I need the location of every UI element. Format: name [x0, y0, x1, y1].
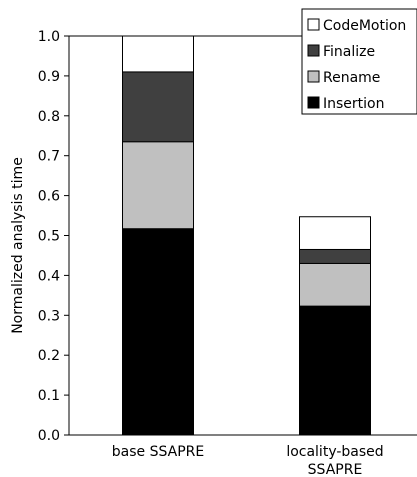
bar-segment-finalize [122, 71, 194, 143]
y-tick-label: 0.1 [38, 388, 60, 404]
y-tick-label: 0.6 [38, 189, 60, 205]
bar-segment-rename [299, 262, 371, 307]
y-axis-label: Normalized analysis time [10, 157, 26, 334]
legend-box [301, 8, 417, 115]
bar-segment-finalize [299, 248, 371, 264]
y-tick-label: 0.0 [38, 428, 60, 444]
legend-swatch-insertion [307, 96, 320, 109]
legend: CodeMotion Finalize Rename Insertion [301, 8, 417, 115]
y-tick-label: 0.9 [38, 69, 60, 85]
y-tick-label: 0.4 [38, 268, 60, 284]
x-axis-labels: base SSAPRE locality-based SSAPRE [112, 444, 384, 477]
legend-label-codemotion: CodeMotion [323, 18, 406, 34]
bar-stack [122, 35, 194, 436]
bar-segment-codemotion [122, 35, 194, 73]
legend-label-finalize: Finalize [323, 44, 375, 60]
y-tick-label: 0.7 [38, 149, 60, 165]
x-tick-label: locality-based [286, 444, 383, 460]
bar-segment-insertion [122, 228, 194, 436]
bar-segment-codemotion [299, 216, 371, 250]
bar-stack [299, 216, 371, 436]
y-axis-ticks: 0.0 0.1 0.2 0.3 0.4 0.5 0.6 0.7 0.8 0.9 1.0 [38, 29, 69, 444]
y-tick-label: 0.5 [38, 229, 60, 245]
legend-swatch-rename [307, 70, 320, 83]
legend-label-rename: Rename [323, 70, 380, 86]
bar-segment-rename [122, 141, 194, 230]
bar-segment-insertion [299, 305, 371, 436]
x-tick-label: base SSAPRE [112, 444, 204, 460]
y-tick-label: 0.2 [38, 348, 60, 364]
legend-swatch-codemotion [307, 18, 320, 31]
legend-swatch-finalize [307, 44, 320, 57]
y-tick-label: 1.0 [38, 29, 60, 45]
y-tick-label: 0.3 [38, 308, 60, 324]
bar-stacks [122, 35, 371, 436]
legend-label-insertion: Insertion [323, 96, 384, 112]
x-tick-label: SSAPRE [308, 462, 363, 477]
y-tick-label: 0.8 [38, 109, 60, 125]
